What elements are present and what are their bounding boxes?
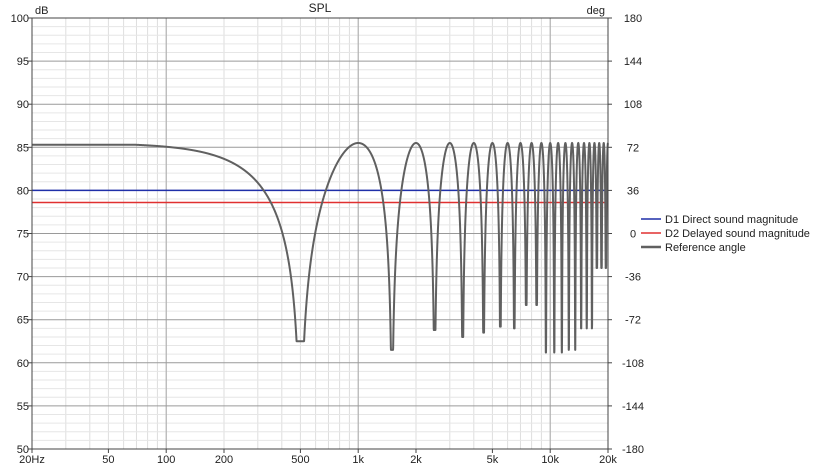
left-tick-label: 85 xyxy=(17,142,29,154)
right-tick-label: 0 xyxy=(630,229,636,241)
x-tick-label: 500 xyxy=(291,454,309,466)
right-tick-label: 108 xyxy=(624,99,642,111)
right-tick-label: -72 xyxy=(625,315,641,327)
legend-label: Reference angle xyxy=(665,242,746,254)
x-tick-label: 1k xyxy=(352,454,364,466)
right-tick-label: 180 xyxy=(624,13,642,25)
x-tick-label: 5k xyxy=(487,454,499,466)
left-tick-label: 55 xyxy=(17,401,29,413)
left-tick-label: 75 xyxy=(17,229,29,241)
right-tick-label: 72 xyxy=(627,142,639,154)
right-tick-label: -108 xyxy=(622,358,644,370)
x-tick-label: 200 xyxy=(215,454,233,466)
left-tick-label: 95 xyxy=(17,56,29,68)
right-tick-label: 144 xyxy=(624,56,642,68)
series-layer xyxy=(31,141,609,354)
left-tick-label: 90 xyxy=(17,99,29,111)
x-tick-label: 10k xyxy=(541,454,559,466)
left-tick-label: 65 xyxy=(17,315,29,327)
chart-title: SPL xyxy=(309,1,332,15)
left-tick-label: 70 xyxy=(17,272,29,284)
legend-label: D2 Delayed sound magnitude xyxy=(665,228,810,240)
left-tick-label: 60 xyxy=(17,358,29,370)
x-tick-label: 50 xyxy=(102,454,114,466)
x-tick-label: 20Hz xyxy=(19,454,45,466)
right-axis-ticks: -180 -144 -108 -72 -36 0 36 72 108 144 180 xyxy=(608,13,644,456)
x-tick-label: 100 xyxy=(157,454,175,466)
right-tick-label: -180 xyxy=(622,444,644,456)
legend-label: D1 Direct sound magnitude xyxy=(665,214,798,226)
left-axis-ticks: 50 55 60 65 70 75 80 85 90 95 100 xyxy=(11,13,32,456)
x-tick-label: 2k xyxy=(410,454,422,466)
left-tick-label: 80 xyxy=(17,185,29,197)
left-axis-unit: dB xyxy=(35,5,48,17)
right-tick-label: -144 xyxy=(622,401,644,413)
x-axis-ticks: 20Hz 50 100 200 500 1k 2k 5k 10k 20k xyxy=(19,449,617,466)
left-tick-label: 100 xyxy=(11,13,29,25)
left-tick-label: 50 xyxy=(17,444,29,456)
right-tick-label: 36 xyxy=(627,185,639,197)
x-tick-label: 20k xyxy=(599,454,617,466)
right-tick-label: -36 xyxy=(625,272,641,284)
legend: D1 Direct sound magnitude D2 Delayed soun… xyxy=(641,214,810,254)
right-axis-unit: deg xyxy=(587,5,605,17)
series-line-reference-angle xyxy=(31,141,609,354)
